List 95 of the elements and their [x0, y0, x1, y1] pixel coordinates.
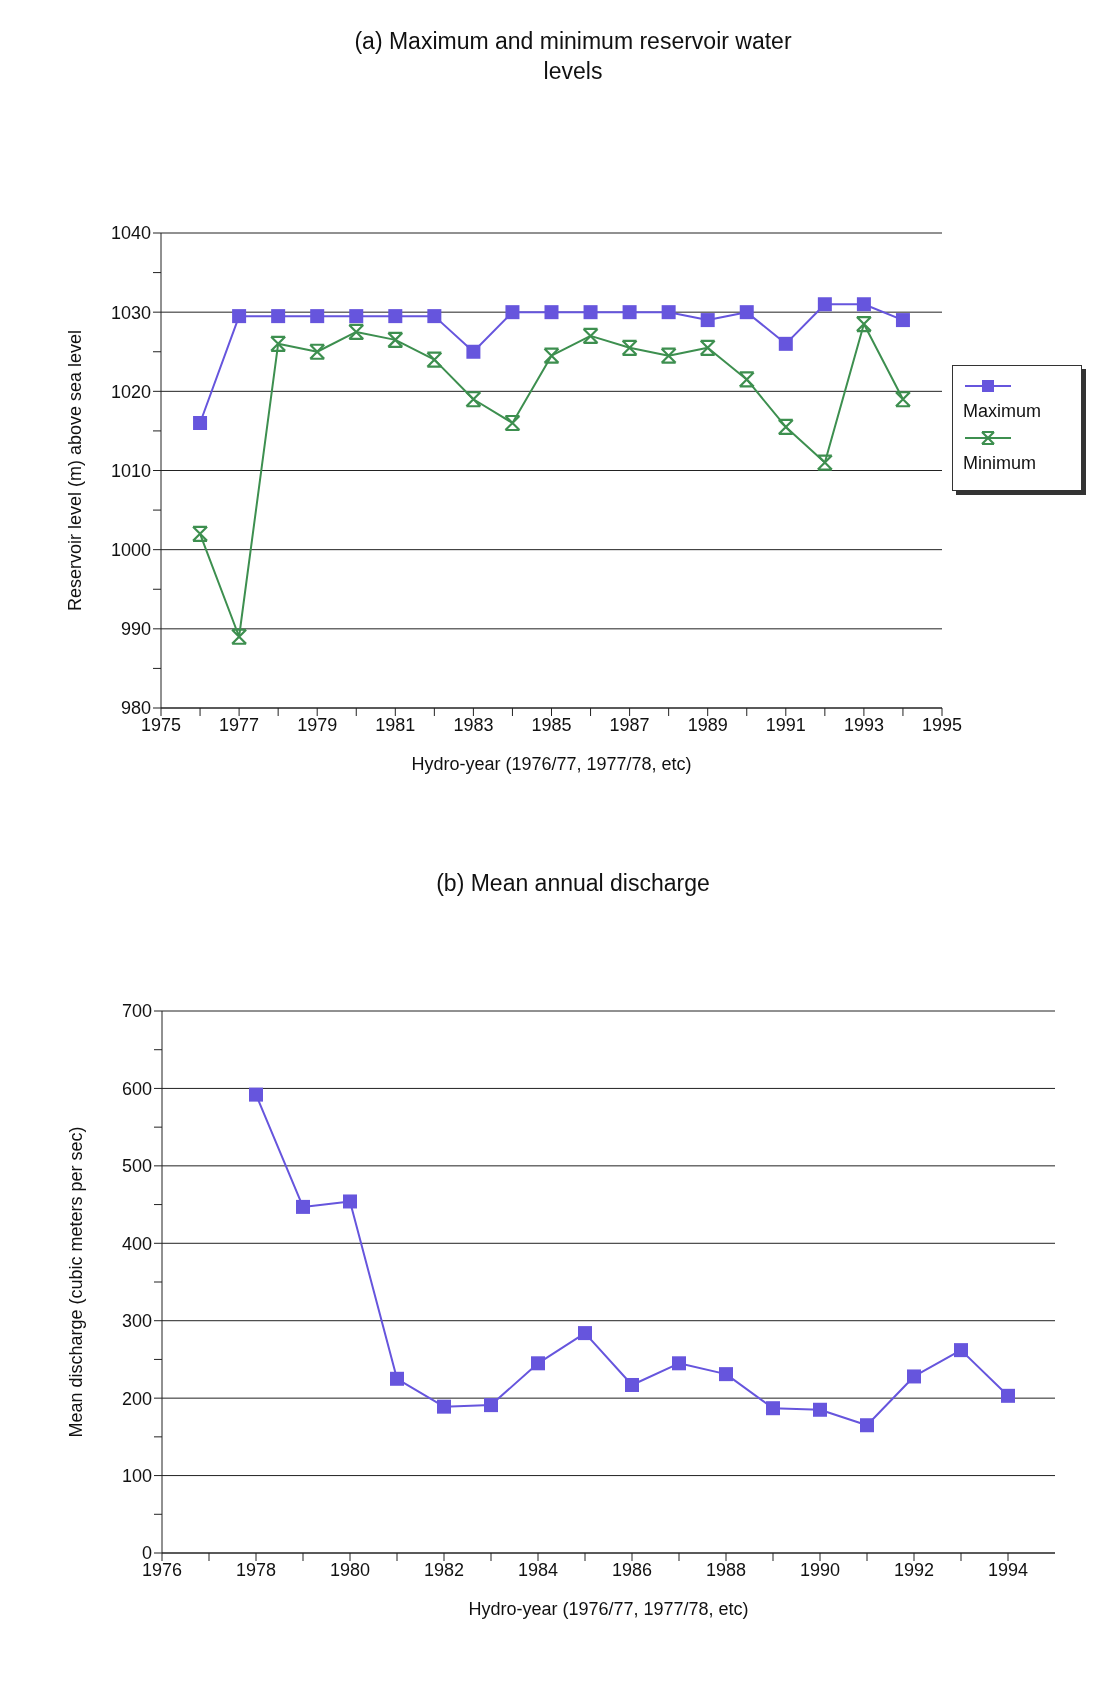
point [544, 305, 559, 320]
legend-label: Minimum [963, 453, 1037, 474]
x-tick-label: 1986 [611, 1559, 653, 1580]
x-tick-label: 1988 [705, 1559, 747, 1580]
point [437, 1399, 451, 1414]
point [271, 309, 286, 324]
point [484, 1398, 498, 1413]
chart-title: (b) Mean annual discharge [435, 869, 711, 898]
x-tick-label: 1979 [297, 714, 338, 735]
point [895, 313, 910, 328]
chart-title: (a) Maximum and minimum reservoir water levels [353, 27, 793, 86]
y-tick-label: 1030 [110, 302, 151, 323]
x-tick-label: 1984 [517, 1559, 559, 1580]
y-axis-title: Reservoir level (m) above sea level [65, 329, 86, 612]
point [427, 309, 442, 324]
y-tick-label: 1000 [110, 540, 151, 561]
point [622, 305, 637, 320]
point [621, 339, 638, 356]
x-tick-label: 1983 [453, 714, 494, 735]
x-tick-label: 1981 [375, 714, 416, 735]
x-tick-label: 1995 [921, 714, 963, 735]
y-tick-label: 100 [121, 1465, 152, 1486]
point [270, 335, 287, 352]
point [193, 416, 208, 430]
point [191, 525, 209, 542]
point [296, 1199, 310, 1214]
x-tick-label: 1980 [329, 1559, 371, 1580]
y-tick-label: 200 [121, 1388, 152, 1409]
point [249, 1087, 263, 1102]
y-tick-label: 600 [121, 1078, 152, 1099]
point [504, 414, 521, 432]
x-tick-label: 1994 [987, 1559, 1029, 1580]
point [343, 1194, 357, 1209]
x-tick-label: 1989 [687, 714, 728, 735]
x-tick-label: 1991 [765, 714, 806, 735]
point [388, 309, 403, 324]
y-axis-title: Mean discharge (cubic meters per sec) [66, 1126, 87, 1438]
y-tick-label: 500 [121, 1156, 152, 1177]
point [232, 309, 247, 324]
x-tick-label: 1985 [531, 714, 572, 735]
point [625, 1377, 639, 1392]
point [231, 628, 248, 645]
x-tick-label: 1982 [423, 1559, 465, 1580]
point [954, 1343, 968, 1358]
point [739, 305, 754, 320]
point [699, 339, 716, 356]
point [465, 391, 482, 408]
point [390, 1371, 404, 1386]
point [531, 1356, 545, 1371]
point [578, 1326, 592, 1341]
point [816, 454, 833, 471]
point [894, 391, 912, 408]
x-tick-label: 1978 [235, 1559, 277, 1580]
y-tick-label: 300 [121, 1311, 152, 1332]
y-tick-label: 700 [121, 1001, 152, 1022]
point [505, 305, 520, 320]
point [660, 347, 677, 364]
x-axis-title: Hydro-year (1976/77, 1977/78, etc) [468, 1599, 749, 1619]
point [672, 1356, 686, 1371]
point [426, 351, 443, 368]
x-tick-label: 1993 [843, 714, 884, 735]
point [387, 331, 404, 348]
point [1001, 1388, 1015, 1403]
point [719, 1367, 733, 1382]
y-tick-label: 1020 [110, 381, 151, 402]
point [700, 313, 715, 328]
point [860, 1418, 874, 1433]
y-tick-label: 400 [121, 1233, 152, 1254]
point [543, 347, 560, 364]
y-tick-label: 1040 [110, 223, 151, 244]
x-axis-title: Hydro-year (1976/77, 1977/78, etc) [411, 754, 692, 774]
point [856, 297, 871, 312]
point [738, 371, 755, 388]
point [661, 305, 676, 320]
point [310, 309, 325, 324]
point [583, 305, 598, 320]
y-tick-label: 1010 [110, 460, 151, 481]
x-tick-label: 1987 [609, 714, 650, 735]
point [778, 336, 793, 351]
point [349, 309, 364, 324]
x-tick-label: 1990 [799, 1559, 841, 1580]
legend-label: Maximum [963, 401, 1042, 422]
point [348, 323, 365, 341]
point [813, 1402, 827, 1417]
x-tick-label: 1992 [893, 1559, 935, 1580]
point [777, 418, 794, 436]
point [466, 344, 481, 359]
point [817, 297, 832, 312]
point [582, 327, 599, 345]
point [907, 1369, 921, 1384]
point [309, 343, 326, 360]
point [766, 1401, 780, 1416]
x-tick-label: 1977 [219, 714, 260, 735]
point [855, 315, 872, 333]
y-tick-label: 990 [120, 619, 151, 640]
